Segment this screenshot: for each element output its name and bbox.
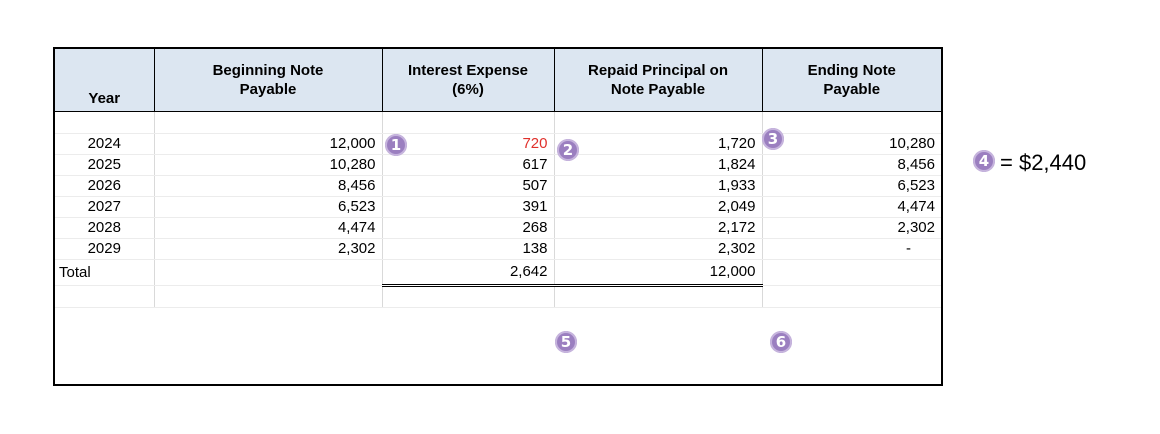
cell-begin: 4,474 (153, 217, 382, 239)
cell-end: 4,474 (761, 196, 941, 218)
cell-year: 2029 (55, 238, 154, 260)
callout-badge-3: 3 (762, 128, 784, 150)
cell-repaid: 2,049 (553, 196, 762, 218)
table-row: 2029 2,302 138 2,302 - (55, 238, 941, 260)
total-interest: 2,642 (381, 258, 554, 287)
cell-end: 8,456 (761, 154, 941, 176)
cell-year: 2028 (55, 217, 154, 239)
callout-badge-1: 1 (385, 134, 407, 156)
cell-begin: 12,000 (153, 133, 382, 155)
cell-begin: 8,456 (153, 175, 382, 197)
header-year: Year (55, 49, 154, 112)
blank-row (55, 111, 941, 134)
amortization-table-frame: Year Beginning Note Payable Interest Expe… (53, 47, 943, 386)
amortization-table: Year Beginning Note Payable Interest Expe… (55, 49, 941, 308)
table-row: 2025 10,280 617 1,824 8,456 (55, 154, 941, 176)
header-interest-expense: Interest Expense (6%) (381, 49, 554, 112)
cell-repaid: 1,720 (553, 133, 762, 155)
cell-end: 2,302 (761, 217, 941, 239)
cell-end: 10,280 (761, 133, 941, 155)
total-row: Total 2,642 12,000 (55, 258, 941, 287)
callout-badge-4: 4 (973, 150, 995, 172)
cell-end: 6,523 (761, 175, 941, 197)
table-row: 2026 8,456 507 1,933 6,523 (55, 175, 941, 197)
cell-repaid: 1,933 (553, 175, 762, 197)
callout-4-equation: = $2,440 (1000, 150, 1087, 175)
header-row: Year Beginning Note Payable Interest Expe… (55, 49, 941, 112)
table-row: 2028 4,474 268 2,172 2,302 (55, 217, 941, 239)
table-row: 2027 6,523 391 2,049 4,474 (55, 196, 941, 218)
cell-interest: 720 (381, 133, 554, 155)
cell-begin: 6,523 (153, 196, 382, 218)
cell-begin: 2,302 (153, 238, 382, 260)
table-row: 2024 12,000 720 1,720 10,280 (55, 133, 941, 155)
cell-interest: 391 (381, 196, 554, 218)
cell-end: - (761, 238, 941, 260)
cell-interest: 617 (381, 154, 554, 176)
cell-year: 2025 (55, 154, 154, 176)
callout-badge-5: 5 (555, 331, 577, 353)
cell-repaid: 2,172 (553, 217, 762, 239)
cell-repaid: 1,824 (553, 154, 762, 176)
blank-row (55, 285, 941, 308)
callout-badge-6: 6 (770, 331, 792, 353)
cell-interest: 507 (381, 175, 554, 197)
cell-begin: 10,280 (153, 154, 382, 176)
cell-year: 2026 (55, 175, 154, 197)
cell-repaid: 2,302 (553, 238, 762, 260)
callout-badge-2: 2 (557, 139, 579, 161)
cell-interest: 138 (381, 238, 554, 260)
total-repaid: 12,000 (553, 258, 762, 287)
header-beginning-note-payable: Beginning Note Payable (153, 49, 382, 112)
cell-year: 2024 (55, 133, 154, 155)
cell-year: 2027 (55, 196, 154, 218)
header-repaid-principal: Repaid Principal on Note Payable (553, 49, 762, 112)
header-ending-note-payable: Ending Note Payable (761, 49, 941, 112)
total-label: Total (55, 259, 154, 286)
cell-interest: 268 (381, 217, 554, 239)
